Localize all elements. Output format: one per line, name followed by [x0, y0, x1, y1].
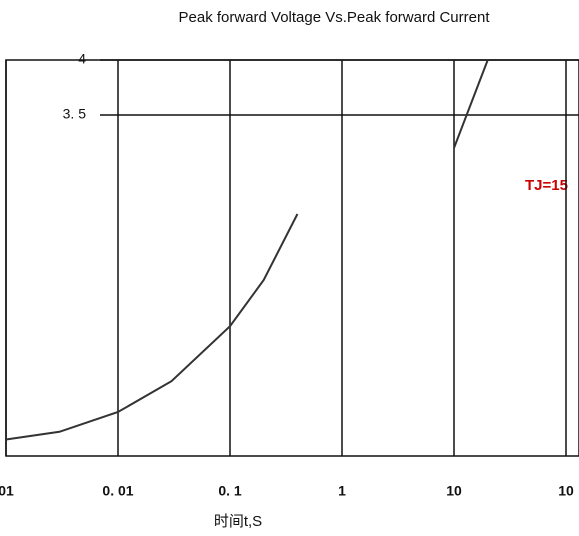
line-series: [5, 213, 299, 441]
x-tick-label: 10: [446, 483, 462, 499]
y-tick-label: 3. 5: [63, 106, 87, 122]
annotation: TJ=15: [525, 177, 568, 194]
chart-title: Peak forward Voltage Vs.Peak forward Cur…: [179, 9, 491, 26]
x-tick-label: 1: [338, 483, 346, 499]
plot-area: [5, 59, 579, 457]
line-series: [453, 59, 489, 149]
x-tick-label: 01: [0, 483, 14, 499]
x-tick-label: 0. 01: [102, 483, 133, 499]
y-tick-label: 4: [78, 51, 86, 67]
x-tick-label: 10: [558, 483, 574, 499]
x-axis-label: 时间t,S: [214, 513, 262, 530]
x-tick-label: 0. 1: [218, 483, 242, 499]
